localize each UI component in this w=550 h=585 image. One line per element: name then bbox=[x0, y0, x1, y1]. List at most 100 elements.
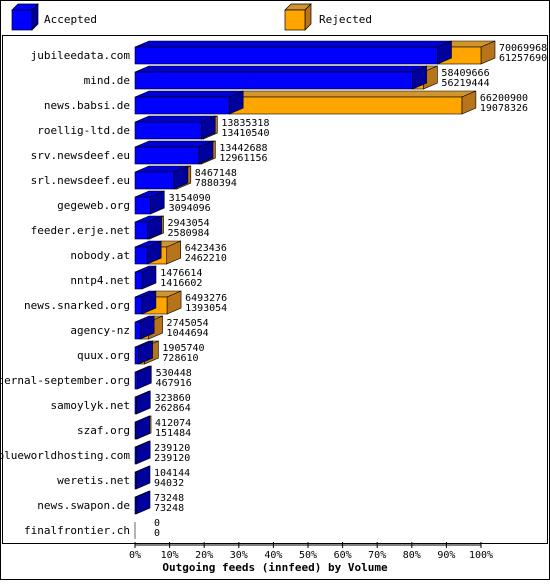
category-label: news.babsi.de bbox=[44, 99, 130, 112]
x-tick-label: 80% bbox=[403, 550, 421, 561]
category-label: szaf.org bbox=[77, 424, 130, 437]
category-label: srv.newsdeef.eu bbox=[31, 149, 130, 162]
value-label-accepted: 151484 bbox=[155, 428, 191, 439]
category-label: news.snarked.org bbox=[24, 299, 130, 312]
value-label-accepted: 73248 bbox=[154, 503, 184, 514]
bar-accepted bbox=[134, 265, 157, 290]
value-label-accepted: 1393054 bbox=[185, 303, 227, 314]
legend-rejected-label: Rejected bbox=[319, 13, 372, 26]
category-label: srl.newsdeef.eu bbox=[31, 174, 130, 187]
x-tick-label: 10% bbox=[161, 550, 179, 561]
x-tick-label: 90% bbox=[437, 550, 455, 561]
x-tick-label: 30% bbox=[230, 550, 248, 561]
bar-accepted bbox=[134, 215, 163, 240]
value-label-accepted: 94032 bbox=[154, 478, 184, 489]
bar-accepted bbox=[134, 65, 427, 90]
bar-accepted bbox=[134, 440, 151, 465]
value-label-accepted: 19078326 bbox=[480, 103, 528, 114]
category-label: blueworldhosting.com bbox=[0, 449, 130, 462]
value-label-accepted: 12961156 bbox=[219, 153, 267, 164]
plot-area bbox=[2, 35, 548, 544]
category-label: mind.de bbox=[84, 74, 130, 87]
value-label-total: 323860 bbox=[155, 393, 191, 404]
x-tick-label: 70% bbox=[368, 550, 386, 561]
value-label-total: 0 bbox=[154, 518, 160, 529]
value-label-total: 412074 bbox=[155, 418, 191, 429]
x-tick-label: 0% bbox=[129, 550, 141, 561]
value-label-accepted: 239120 bbox=[154, 453, 190, 464]
value-label-accepted: 2580984 bbox=[168, 228, 210, 239]
value-label-total: 58409666 bbox=[441, 68, 489, 79]
value-label-accepted: 56219444 bbox=[441, 78, 489, 89]
x-axis-label: Outgoing feeds (innfeed) by Volume bbox=[162, 561, 388, 574]
value-label-total: 104144 bbox=[154, 468, 190, 479]
bar-accepted bbox=[134, 390, 151, 415]
x-tick-label: 40% bbox=[264, 550, 282, 561]
bar-rejected bbox=[228, 90, 477, 115]
value-label-total: 1476614 bbox=[160, 268, 202, 279]
legend-rejected-swatch bbox=[284, 3, 312, 31]
x-tick-label: 50% bbox=[299, 550, 317, 561]
value-label-total: 70069968 bbox=[499, 43, 547, 54]
value-label-total: 66200900 bbox=[480, 93, 528, 104]
category-label: nntp4.net bbox=[70, 274, 130, 287]
category-label: quux.org bbox=[77, 349, 130, 362]
category-label: gegeweb.org bbox=[57, 199, 130, 212]
value-label-total: 8467148 bbox=[195, 168, 237, 179]
category-label: jubileedata.com bbox=[31, 49, 131, 62]
legend: Accepted Rejected bbox=[11, 3, 372, 31]
value-label-accepted: 13410540 bbox=[221, 128, 269, 139]
bar-accepted bbox=[134, 165, 189, 190]
value-label-total: 13442688 bbox=[219, 143, 267, 154]
category-label: weretis.net bbox=[57, 474, 130, 487]
category-label: news.swapon.de bbox=[37, 499, 130, 512]
category-label: samoylyk.net bbox=[51, 399, 130, 412]
x-tick-label: 100% bbox=[469, 550, 493, 561]
value-label-total: 530448 bbox=[156, 368, 192, 379]
value-label-total: 13835318 bbox=[221, 118, 269, 129]
category-label: nobody.at bbox=[70, 249, 130, 262]
category-label: feeder.erje.net bbox=[31, 224, 130, 237]
value-label-total: 239120 bbox=[154, 443, 190, 454]
x-tick-label: 60% bbox=[334, 550, 352, 561]
bar-accepted bbox=[134, 240, 162, 265]
bar-accepted bbox=[134, 190, 165, 215]
bar-row-finalfrontier-ch: finalfrontier.ch 00 bbox=[24, 518, 160, 539]
bar-accepted bbox=[134, 90, 244, 115]
value-label-accepted: 3094096 bbox=[169, 203, 211, 214]
category-label: roellig-ltd.de bbox=[37, 124, 130, 137]
value-label-accepted: 61257690 bbox=[499, 53, 547, 64]
value-label-accepted: 1044694 bbox=[167, 328, 209, 339]
bar-accepted bbox=[134, 40, 452, 65]
bar-accepted bbox=[134, 365, 152, 390]
value-label-accepted: 0 bbox=[154, 528, 160, 539]
value-label-accepted: 262864 bbox=[155, 403, 191, 414]
value-label-accepted: 2462210 bbox=[185, 253, 227, 264]
legend-accepted-swatch bbox=[11, 3, 39, 31]
bar-accepted bbox=[134, 340, 153, 365]
legend-accepted-label: Accepted bbox=[44, 13, 97, 26]
bar-accepted bbox=[134, 315, 155, 340]
bar-accepted bbox=[134, 490, 151, 515]
category-label: agency-nz bbox=[70, 324, 130, 337]
value-label-total: 6423436 bbox=[185, 243, 227, 254]
value-label-total: 2745054 bbox=[167, 318, 209, 329]
bar-accepted bbox=[134, 115, 216, 140]
value-label-total: 2943054 bbox=[168, 218, 210, 229]
